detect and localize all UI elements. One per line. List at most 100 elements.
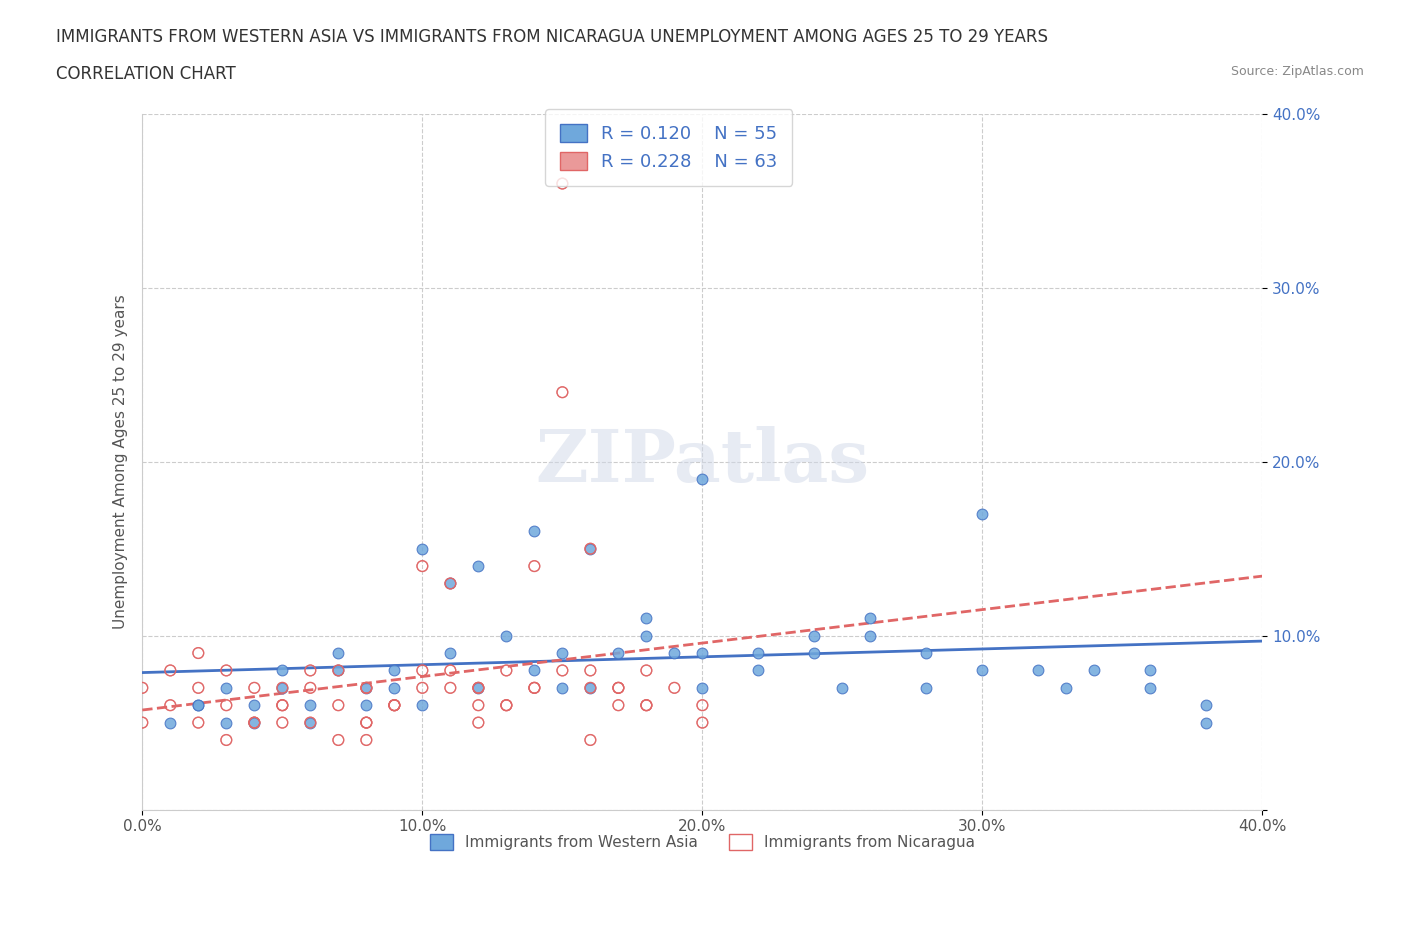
Point (579, 733, 602, 748)
Point (356, 715, 378, 730)
Point (579, 681, 602, 696)
Point (579, 663, 602, 678)
Point (551, 681, 574, 696)
Point (972, 663, 994, 678)
Text: Source: ZipAtlas.com: Source: ZipAtlas.com (1230, 65, 1364, 78)
Point (328, 698, 350, 712)
Point (439, 681, 461, 696)
Point (551, 176, 574, 191)
Point (467, 559, 489, 574)
Point (551, 385, 574, 400)
Point (972, 507, 994, 522)
Point (607, 681, 630, 696)
Point (831, 681, 853, 696)
Point (411, 559, 433, 574)
Point (467, 681, 489, 696)
Point (607, 681, 630, 696)
Point (328, 645, 350, 660)
Point (243, 698, 266, 712)
Point (356, 715, 378, 730)
Point (439, 645, 461, 660)
Point (692, 698, 714, 712)
Point (328, 733, 350, 748)
Point (607, 698, 630, 712)
Point (495, 698, 517, 712)
Point (551, 645, 574, 660)
Point (523, 681, 546, 696)
Point (159, 663, 181, 678)
Point (411, 663, 433, 678)
Point (271, 663, 294, 678)
Text: CORRELATION CHART: CORRELATION CHART (56, 65, 236, 83)
Point (243, 715, 266, 730)
Point (271, 681, 294, 696)
Point (299, 698, 322, 712)
Point (636, 698, 658, 712)
Point (859, 611, 882, 626)
Point (382, 698, 405, 712)
Point (215, 663, 238, 678)
Point (692, 681, 714, 696)
Point (159, 663, 181, 678)
Point (382, 698, 405, 712)
Point (915, 645, 938, 660)
Point (356, 698, 378, 712)
Point (607, 681, 630, 696)
Point (607, 698, 630, 712)
Point (747, 645, 769, 660)
Point (271, 681, 294, 696)
Point (271, 698, 294, 712)
Point (1083, 663, 1105, 678)
Point (159, 698, 181, 712)
Point (187, 715, 209, 730)
Point (215, 663, 238, 678)
Point (411, 663, 433, 678)
Point (579, 541, 602, 556)
Point (187, 645, 209, 660)
Point (356, 681, 378, 696)
Point (271, 715, 294, 730)
Point (467, 681, 489, 696)
Point (551, 663, 574, 678)
Point (467, 715, 489, 730)
Point (299, 715, 322, 730)
Point (328, 733, 350, 748)
Point (382, 681, 405, 696)
Point (356, 715, 378, 730)
Point (271, 715, 294, 730)
Point (411, 559, 433, 574)
Point (692, 715, 714, 730)
Point (215, 715, 238, 730)
Point (411, 681, 433, 696)
Legend: Immigrants from Western Asia, Immigrants from Nicaragua: Immigrants from Western Asia, Immigrants… (422, 826, 983, 857)
Point (131, 681, 153, 696)
Point (187, 645, 209, 660)
Point (495, 629, 517, 644)
Point (131, 715, 153, 730)
Point (356, 681, 378, 696)
Point (243, 681, 266, 696)
Point (495, 698, 517, 712)
Y-axis label: Unemployment Among Ages 25 to 29 years: Unemployment Among Ages 25 to 29 years (114, 295, 128, 630)
Point (636, 629, 658, 644)
Point (328, 663, 350, 678)
Point (328, 698, 350, 712)
Point (636, 663, 658, 678)
Point (271, 698, 294, 712)
Point (187, 681, 209, 696)
Point (495, 698, 517, 712)
Point (523, 524, 546, 538)
Point (664, 681, 686, 696)
Point (215, 698, 238, 712)
Point (1195, 715, 1218, 730)
Point (159, 698, 181, 712)
Point (523, 681, 546, 696)
Point (1054, 681, 1077, 696)
Point (859, 629, 882, 644)
Point (579, 663, 602, 678)
Point (243, 681, 266, 696)
Point (243, 715, 266, 730)
Point (271, 698, 294, 712)
Point (243, 715, 266, 730)
Point (664, 645, 686, 660)
